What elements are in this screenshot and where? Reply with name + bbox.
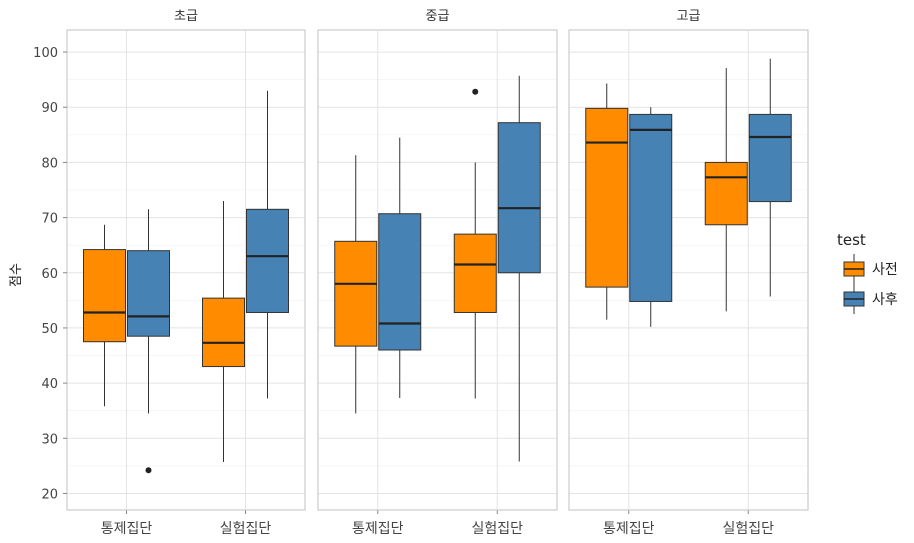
y-tick-label: 80 <box>41 156 58 171</box>
facet-title: 고급 <box>677 9 701 24</box>
outlier-point <box>472 88 479 95</box>
legend-label-pre: 사전 <box>872 262 898 278</box>
box-pre <box>585 107 629 288</box>
box-pre <box>453 233 497 313</box>
box-pre <box>704 161 748 226</box>
y-axis-label: 점수 <box>9 263 24 287</box>
facet-title: 초급 <box>174 9 198 24</box>
facet-title: 중급 <box>426 9 450 24</box>
y-tick-label: 30 <box>41 432 58 447</box>
panel-border <box>66 29 306 511</box>
y-tick-label: 50 <box>41 322 58 337</box>
box-pre <box>202 297 245 368</box>
box-pre <box>334 240 378 347</box>
y-tick-label: 40 <box>41 377 58 392</box>
box-post <box>629 113 673 302</box>
legend-title: test <box>837 231 866 249</box>
y-tick-label: 20 <box>41 487 58 502</box>
y-tick-label: 60 <box>41 267 58 282</box>
box-post <box>127 250 170 337</box>
y-tick-label: 100 <box>33 46 58 61</box>
box-post <box>497 122 541 274</box>
x-tick-label: 통제집단 <box>101 521 153 537</box>
x-tick-label: 통제집단 <box>603 521 655 537</box>
box-post <box>378 213 422 351</box>
x-tick-label: 실험집단 <box>220 521 272 537</box>
panel-border <box>317 29 558 511</box>
panel-border <box>568 29 809 511</box>
x-tick-label: 실험집단 <box>471 521 523 537</box>
y-tick-label: 70 <box>41 212 58 227</box>
legend-label-post: 사후 <box>872 292 898 308</box>
x-tick-label: 통제집단 <box>352 521 404 537</box>
outlier-point <box>145 467 152 474</box>
box-post <box>748 113 792 203</box>
y-tick-label: 90 <box>41 101 58 116</box>
box-post <box>246 208 289 313</box>
x-tick-label: 실험집단 <box>722 521 774 537</box>
box-pre <box>83 249 126 343</box>
